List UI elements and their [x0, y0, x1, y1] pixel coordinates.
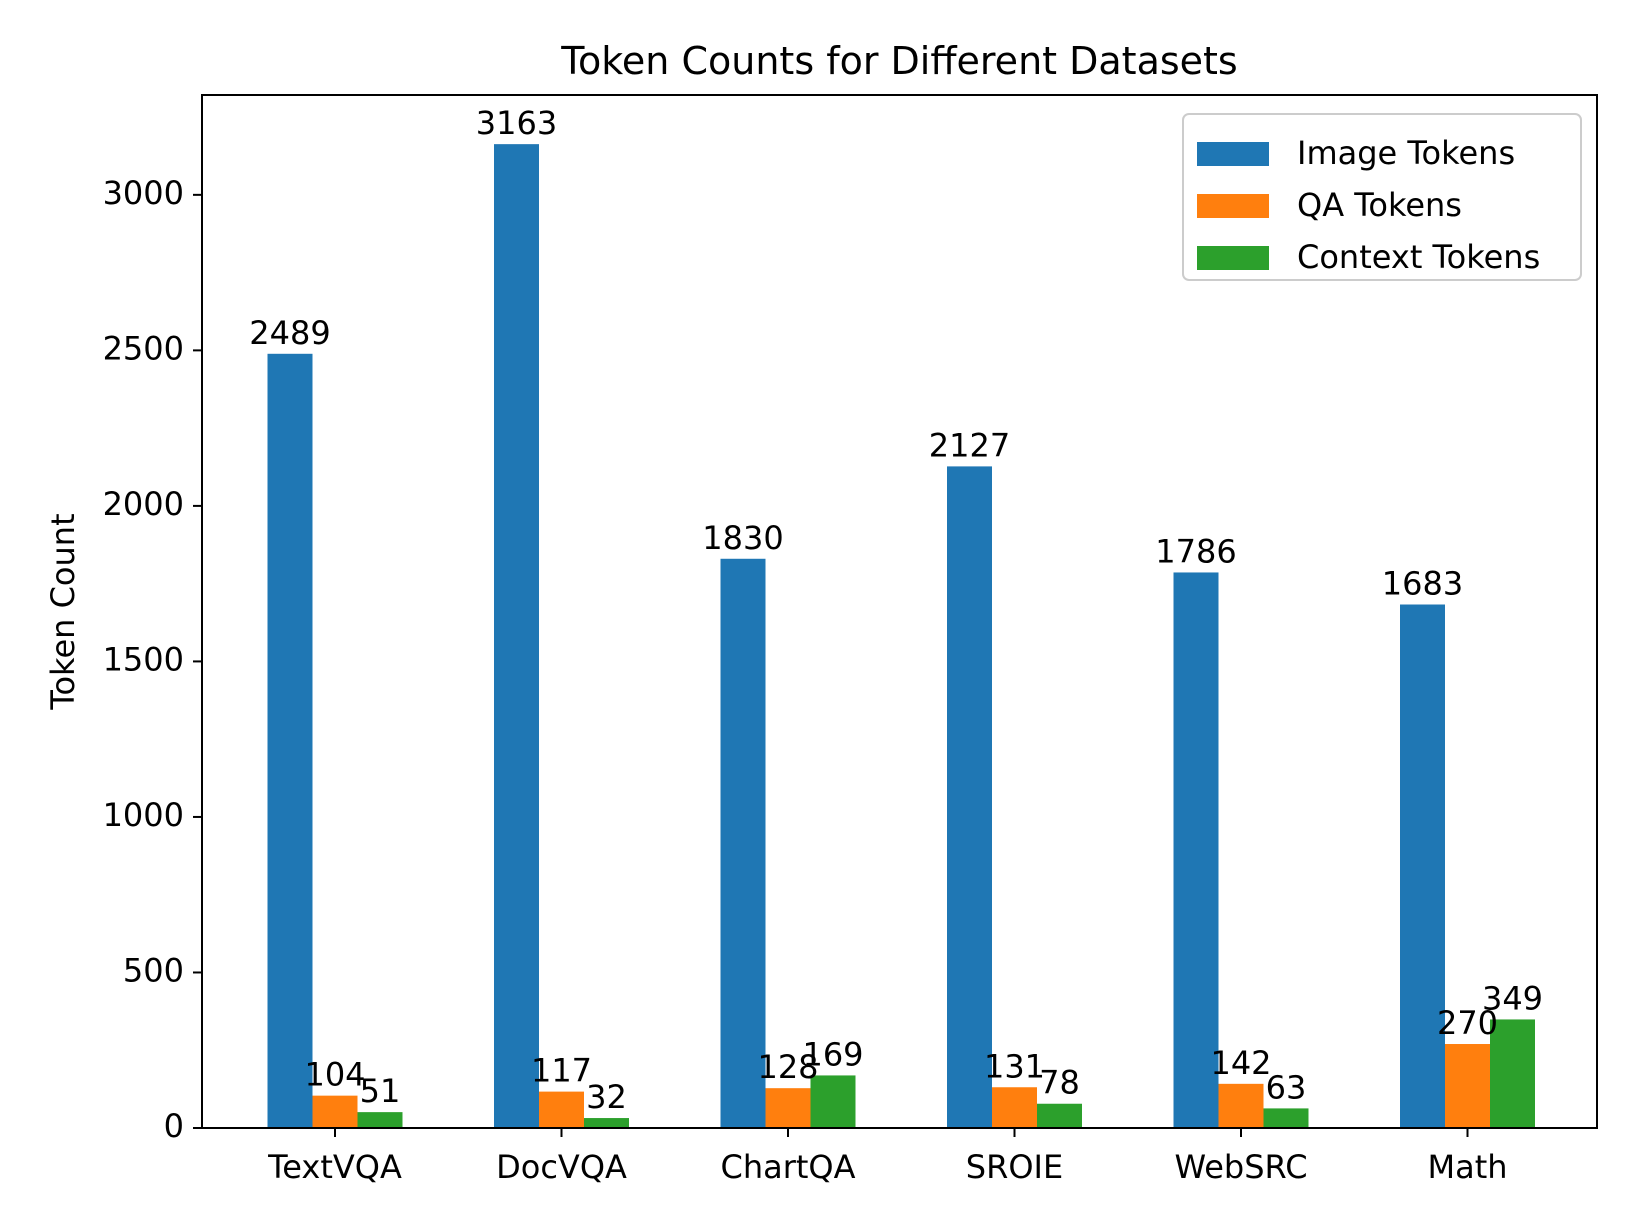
- y-tick-label-1000: 1000: [103, 796, 184, 834]
- bar-label-image-tokens-sroie: 2127: [929, 426, 1010, 464]
- bar-label-context-tokens-textvqa: 51: [360, 1072, 401, 1110]
- bar-qa-tokens-textvqa: [312, 1095, 358, 1128]
- chart-title: Token Counts for Different Datasets: [560, 39, 1237, 83]
- y-tick-label-500: 500: [123, 951, 184, 989]
- legend: Image Tokens QA Tokens Context Tokens: [1182, 113, 1582, 281]
- bar-label-qa-tokens-chartqa: 128: [757, 1048, 818, 1086]
- y-axis: 0 500 1000 1500 2000 2500 3000: [103, 174, 202, 1145]
- y-tick-label-2500: 2500: [103, 329, 184, 367]
- y-tick-label-2000: 2000: [103, 485, 184, 523]
- bar-label-qa-tokens-textvqa: 104: [304, 1056, 365, 1094]
- bar-context-tokens-docvqa: [584, 1118, 629, 1128]
- bar-image-tokens-math: [1400, 604, 1445, 1128]
- bar-label-image-tokens-textvqa: 2489: [249, 314, 330, 352]
- bars-layer: [267, 144, 1535, 1129]
- y-tick-label-1500: 1500: [103, 640, 184, 678]
- bar-label-qa-tokens-websrc: 142: [1210, 1044, 1271, 1082]
- x-tick-label-math: Math: [1427, 1148, 1507, 1186]
- bar-qa-tokens-math: [1445, 1044, 1490, 1128]
- y-tick-label-0: 0: [164, 1107, 184, 1145]
- bar-qa-tokens-sroie: [992, 1087, 1037, 1128]
- legend-swatch-qa-tokens: [1197, 194, 1269, 218]
- bar-label-image-tokens-docvqa: 3163: [476, 104, 557, 142]
- bar-label-context-tokens-websrc: 63: [1266, 1068, 1307, 1106]
- legend-label-qa-tokens: QA Tokens: [1297, 186, 1462, 224]
- y-tick-label-3000: 3000: [103, 174, 184, 212]
- x-tick-label-sroie: SROIE: [966, 1148, 1063, 1186]
- legend-label-context-tokens: Context Tokens: [1297, 238, 1540, 276]
- bar-label-image-tokens-chartqa: 1830: [702, 519, 783, 557]
- x-tick-label-textvqa: TextVQA: [267, 1148, 402, 1186]
- x-tick-label-chartqa: ChartQA: [720, 1148, 855, 1186]
- bar-context-tokens-math: [1490, 1019, 1535, 1128]
- legend-swatch-image-tokens: [1197, 142, 1269, 166]
- bar-image-tokens-docvqa: [494, 144, 539, 1128]
- x-tick-label-docvqa: DocVQA: [496, 1148, 627, 1186]
- bar-label-qa-tokens-sroie: 131: [984, 1047, 1045, 1085]
- bar-label-context-tokens-math: 349: [1482, 979, 1543, 1017]
- legend-box: [1182, 113, 1582, 281]
- bar-qa-tokens-chartqa: [765, 1088, 811, 1128]
- bar-qa-tokens-websrc: [1218, 1083, 1264, 1128]
- bar-image-tokens-sroie: [947, 466, 992, 1128]
- bar-context-tokens-textvqa: [357, 1112, 403, 1128]
- plot-frame: [201, 94, 1598, 1129]
- bar-context-tokens-websrc: [1263, 1108, 1309, 1128]
- bar-label-context-tokens-chartqa: 169: [802, 1035, 863, 1073]
- bar-qa-tokens-docvqa: [539, 1091, 584, 1128]
- bar-context-tokens-chartqa: [810, 1075, 856, 1128]
- bar-context-tokens-sroie: [1037, 1103, 1082, 1128]
- bar-label-context-tokens-sroie: 78: [1039, 1064, 1080, 1102]
- bar-label-image-tokens-websrc: 1786: [1155, 532, 1236, 570]
- x-tick-label-websrc: WebSRC: [1174, 1148, 1307, 1186]
- bar-image-tokens-chartqa: [720, 558, 766, 1128]
- x-axis: TextVQA DocVQA ChartQA SROIE WebSRC Math: [267, 1128, 1508, 1186]
- bar-label-context-tokens-docvqa: 32: [586, 1078, 627, 1116]
- bar-label-qa-tokens-docvqa: 117: [531, 1052, 592, 1090]
- legend-swatch-context-tokens: [1197, 246, 1269, 270]
- y-axis-title: Token Count: [44, 513, 82, 710]
- bar-label-qa-tokens-math: 270: [1437, 1004, 1498, 1042]
- legend-label-image-tokens: Image Tokens: [1297, 134, 1515, 172]
- bar-label-image-tokens-math: 1683: [1382, 565, 1463, 603]
- bar-image-tokens-websrc: [1173, 572, 1219, 1128]
- bar-image-tokens-textvqa: [267, 353, 313, 1129]
